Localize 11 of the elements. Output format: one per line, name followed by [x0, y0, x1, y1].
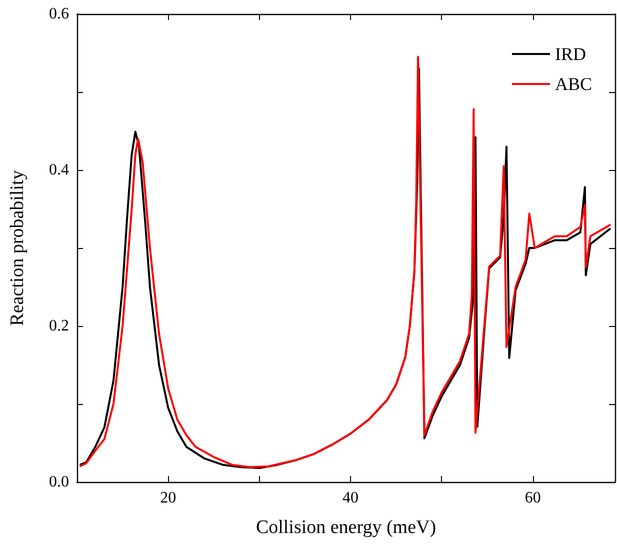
y-tick-label: 0.4: [49, 162, 69, 178]
y-tick-label: 0.2: [49, 318, 69, 334]
y-tick-label: 0.0: [49, 474, 69, 490]
legend-label: IRD: [554, 44, 586, 64]
x-axis-title: Collision energy (meV): [256, 517, 436, 538]
x-tick-label: 20: [160, 490, 176, 506]
y-tick-label: 0.6: [49, 6, 69, 22]
y-axis-title: Reaction probability: [7, 170, 28, 326]
x-tick-label: 40: [342, 490, 359, 506]
legend-label: ABC: [554, 74, 592, 94]
x-tick-label: 60: [524, 490, 541, 506]
